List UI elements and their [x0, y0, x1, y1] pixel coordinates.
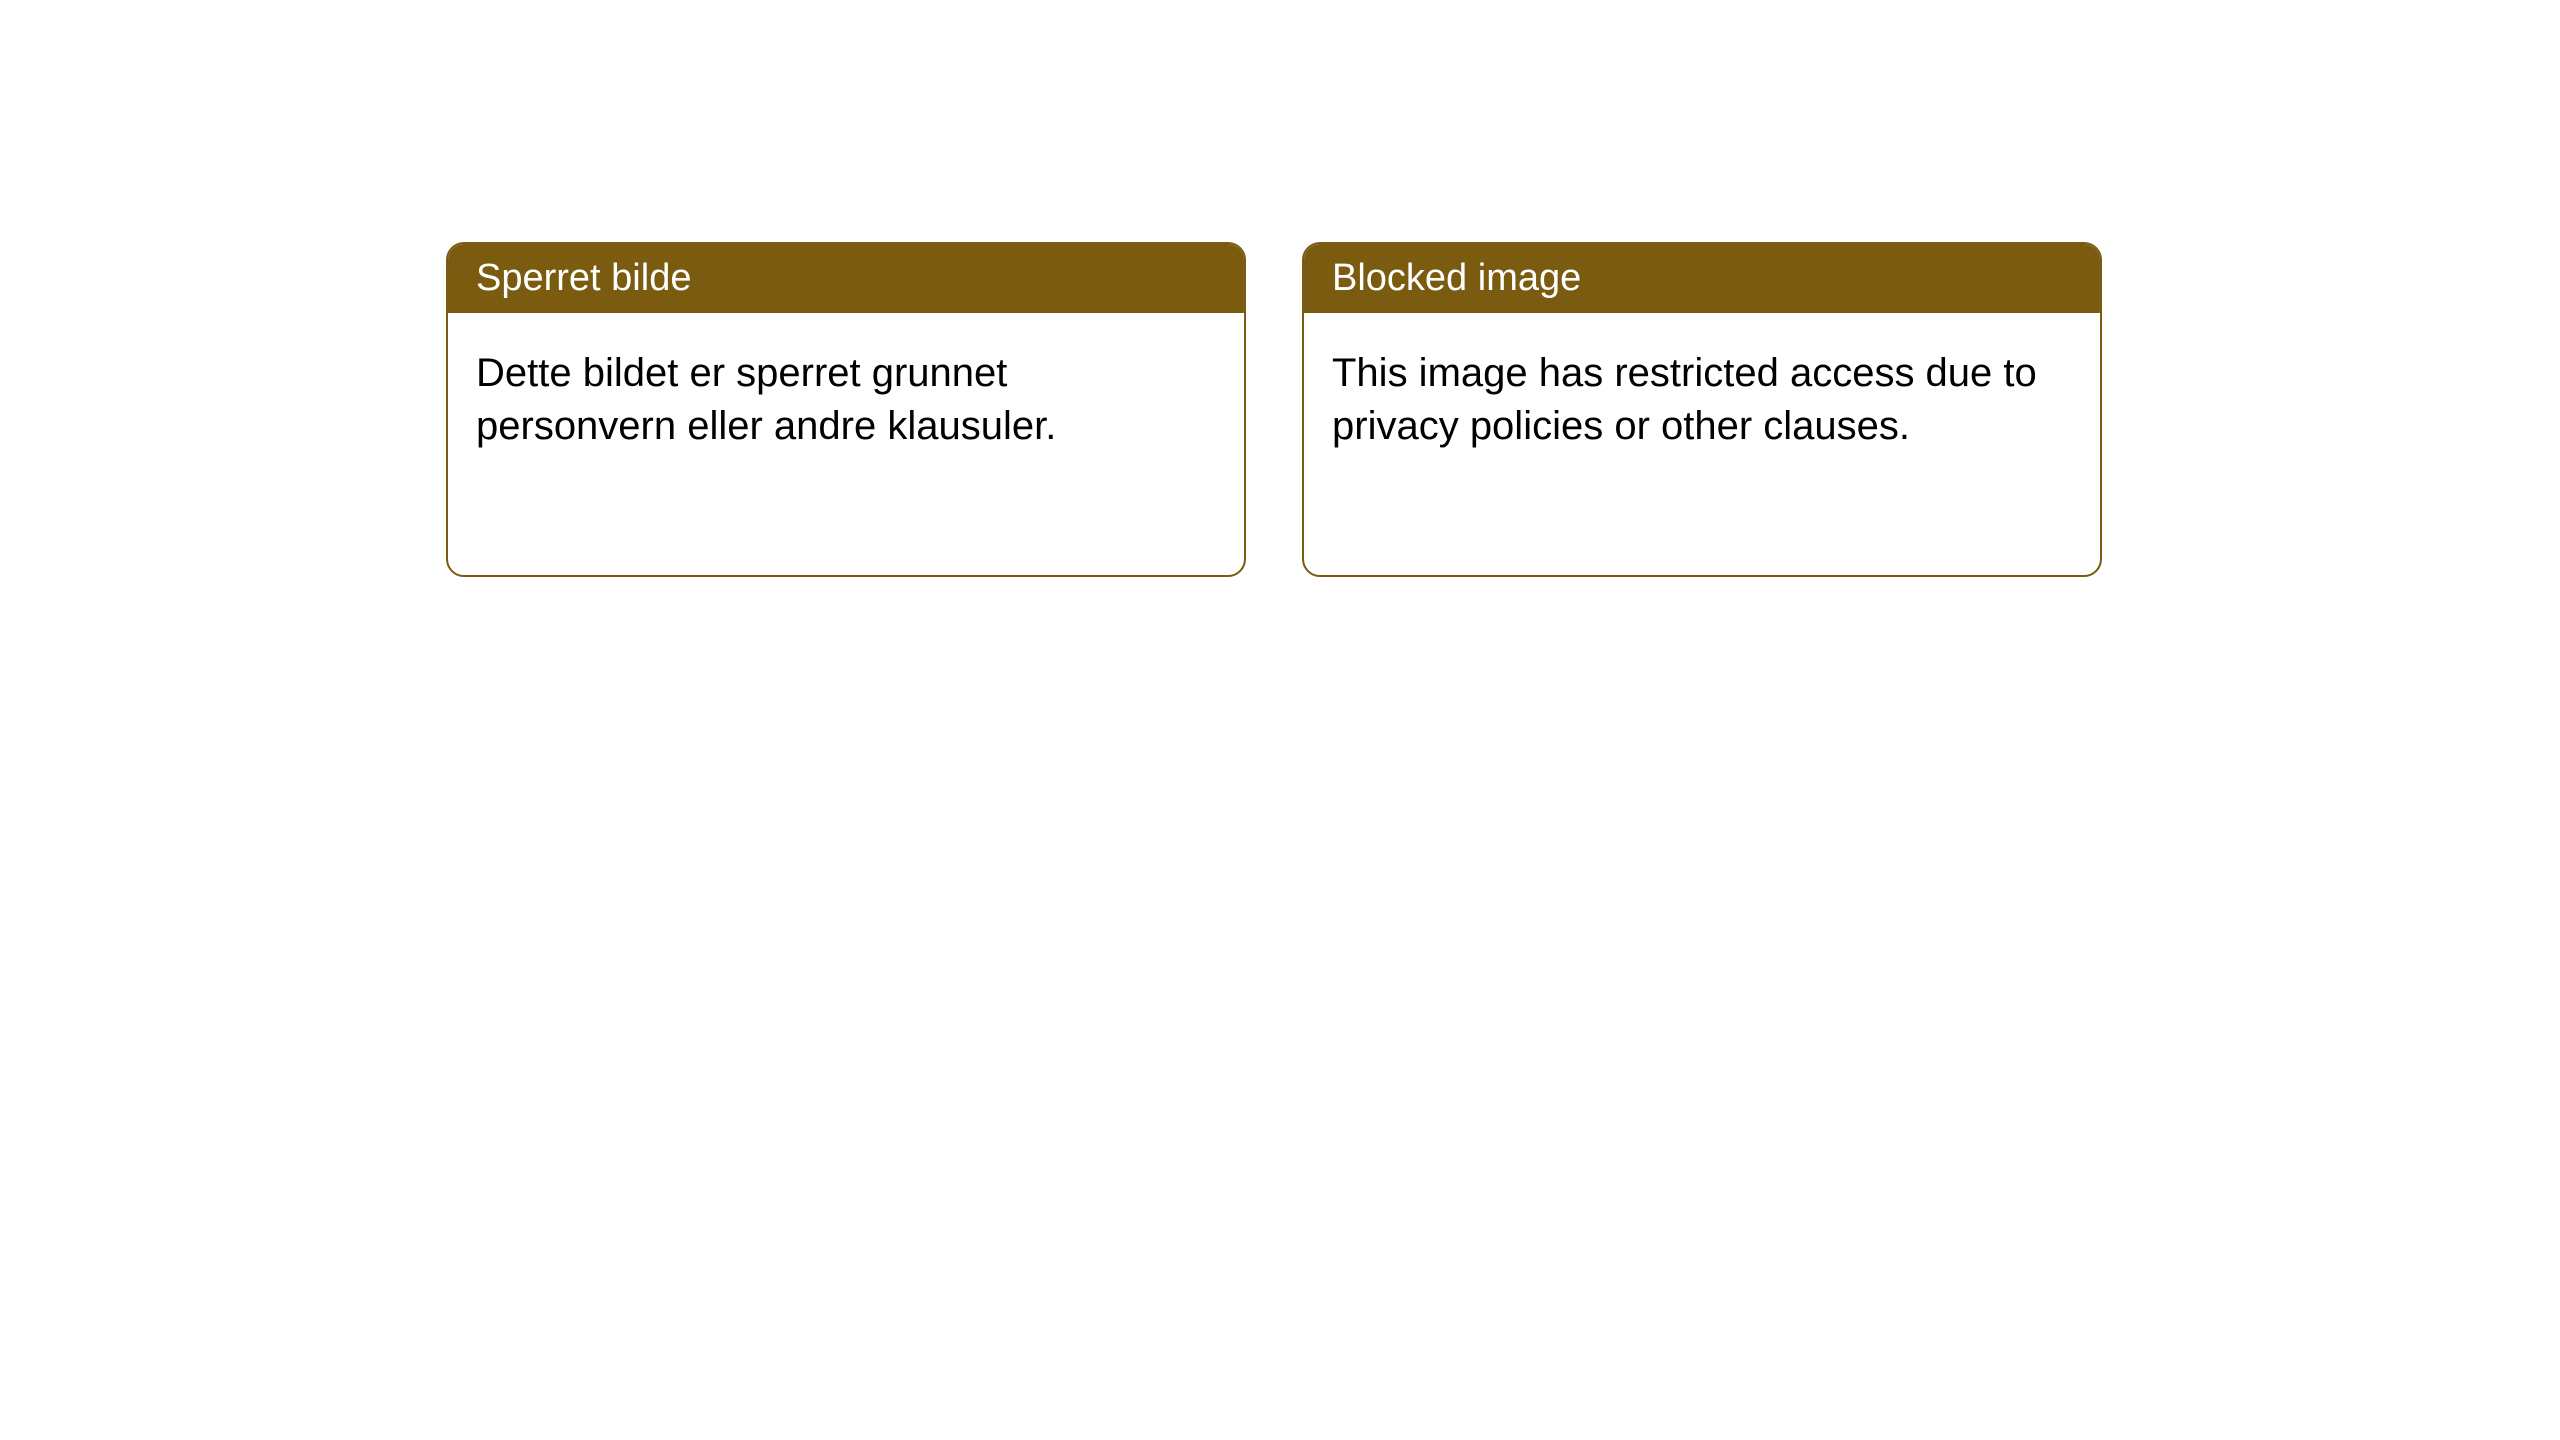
card-title: Sperret bilde	[476, 257, 691, 299]
card-body-text: Dette bildet er sperret grunnet personve…	[476, 351, 1056, 448]
card-body: This image has restricted access due to …	[1304, 313, 2100, 487]
card-body-text: This image has restricted access due to …	[1332, 351, 2037, 448]
notice-card-english: Blocked image This image has restricted …	[1302, 242, 2102, 577]
card-body: Dette bildet er sperret grunnet personve…	[448, 313, 1244, 487]
card-title: Blocked image	[1332, 257, 1581, 299]
notice-card-norwegian: Sperret bilde Dette bildet er sperret gr…	[446, 242, 1246, 577]
notice-cards-container: Sperret bilde Dette bildet er sperret gr…	[446, 242, 2102, 577]
card-header: Sperret bilde	[448, 244, 1244, 313]
card-header: Blocked image	[1304, 244, 2100, 313]
